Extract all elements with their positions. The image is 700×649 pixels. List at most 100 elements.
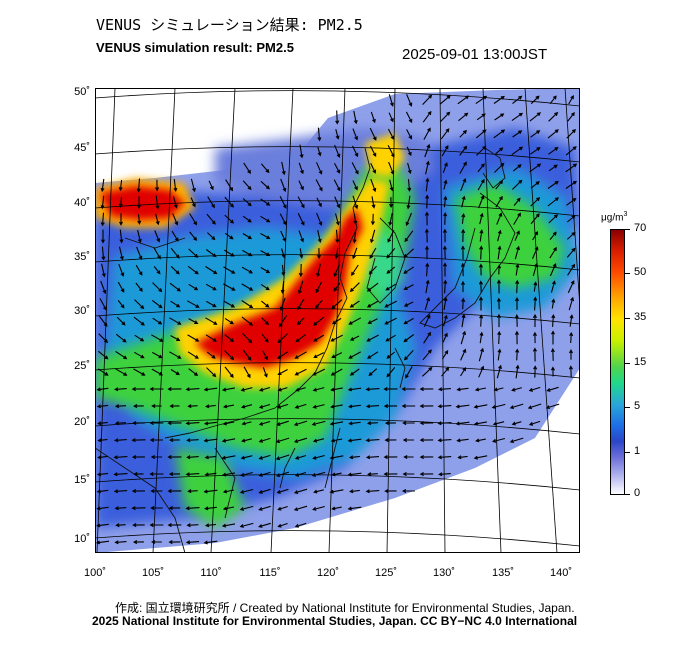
wind-arrow (113, 455, 128, 460)
wind-arrow (443, 279, 448, 294)
wind-arrow (149, 523, 164, 528)
wind-arrow (530, 197, 541, 207)
wind-arrow (151, 368, 164, 376)
wind-arrow (131, 438, 146, 443)
wind-arrow (313, 352, 325, 359)
wind-arrow (294, 454, 307, 460)
wind-arrow (331, 299, 343, 310)
wind-arrow (204, 472, 217, 477)
wind-arrow (441, 366, 450, 377)
wind-arrow (119, 213, 123, 226)
colorbar-tick (625, 363, 630, 364)
lon-label-105: 105˚ (141, 567, 165, 579)
wind-arrow (406, 146, 412, 157)
wind-arrow (369, 229, 376, 244)
wind-arrow (316, 197, 322, 208)
wind-arrow (136, 246, 143, 261)
colorbar-label-50: 50 (634, 266, 647, 278)
wind-arrow (188, 248, 199, 258)
wind-arrow (136, 178, 141, 193)
wind-arrow (204, 455, 217, 460)
wind-arrow (294, 522, 307, 528)
wind-arrow (352, 128, 359, 141)
wind-arrow (461, 228, 466, 243)
wind-arrow (98, 333, 109, 344)
wind-arrow (155, 195, 160, 210)
wind-arrow (114, 404, 127, 409)
wind-arrow (479, 331, 484, 344)
wind-arrow (532, 331, 537, 344)
wind-arrow (208, 180, 214, 191)
wind-arrow (368, 265, 377, 275)
wind-arrow (185, 506, 200, 511)
wind-arrow (224, 249, 235, 257)
wind-arrow (365, 438, 380, 443)
wind-arrow (98, 315, 108, 327)
wind-arrow (133, 316, 145, 326)
wind-arrow (276, 488, 289, 494)
wind-arrow (529, 147, 541, 155)
wind-arrow (260, 198, 271, 206)
wind-arrow (351, 264, 359, 276)
wind-arrow (455, 421, 470, 426)
wind-arrow (348, 404, 361, 409)
wind-arrow (530, 181, 540, 189)
wind-arrow (260, 267, 271, 274)
wind-arrow (315, 179, 323, 192)
wind-arrow (134, 351, 145, 359)
wind-arrow (100, 178, 105, 193)
wind-arrow (568, 365, 573, 378)
wind-arrow (387, 229, 395, 243)
wind-arrow (401, 387, 416, 392)
wind-arrow (369, 145, 377, 158)
wind-arrow (513, 197, 521, 206)
wind-arrow (169, 282, 181, 292)
wind-arrow (551, 313, 556, 327)
wind-arrow (224, 214, 235, 224)
map-canvas (95, 88, 580, 553)
wind-arrow (169, 438, 180, 443)
wind-arrow (349, 335, 360, 341)
wind-arrow (460, 245, 465, 260)
wind-arrow (439, 95, 451, 105)
wind-arrow (294, 351, 307, 359)
wind-arrow (549, 246, 557, 259)
wind-arrow (565, 146, 577, 156)
wind-arrow (403, 248, 414, 258)
wind-arrow (188, 318, 199, 324)
wind-arrow (205, 404, 216, 409)
wind-arrow (511, 112, 524, 122)
wind-arrow (349, 489, 360, 494)
wind-arrow (443, 195, 448, 208)
wind-arrow (96, 387, 109, 392)
wind-arrow (297, 212, 305, 226)
wind-arrow (497, 330, 502, 345)
wind-arrow (151, 334, 164, 342)
wind-arrow (549, 231, 557, 240)
wind-arrow (440, 128, 450, 140)
wind-arrow (239, 505, 254, 511)
copyright-line: 2025 National Institute for Environmenta… (92, 614, 578, 628)
wind-arrow (478, 347, 485, 362)
wind-arrow (149, 472, 164, 477)
wind-arrow (335, 110, 340, 125)
wind-arrow (497, 245, 502, 260)
wind-arrow (530, 213, 540, 225)
wind-arrow (496, 313, 501, 328)
wind-arrow (496, 212, 503, 225)
wind-arrow (315, 162, 323, 175)
wind-arrow (497, 348, 502, 361)
wind-arrow (117, 281, 125, 293)
wind-arrow (460, 367, 467, 377)
colorbar-unit: μg/m3 (601, 211, 627, 223)
wind-arrow (331, 506, 342, 511)
wind-arrow (275, 454, 290, 461)
wind-arrow (348, 317, 361, 325)
wind-arrow (547, 129, 559, 139)
wind-arrow (369, 127, 377, 141)
wind-arrow (402, 472, 415, 477)
wind-arrow (329, 455, 344, 460)
wind-arrow (353, 214, 358, 225)
wind-arrow (187, 351, 199, 359)
wind-arrow (549, 263, 557, 277)
